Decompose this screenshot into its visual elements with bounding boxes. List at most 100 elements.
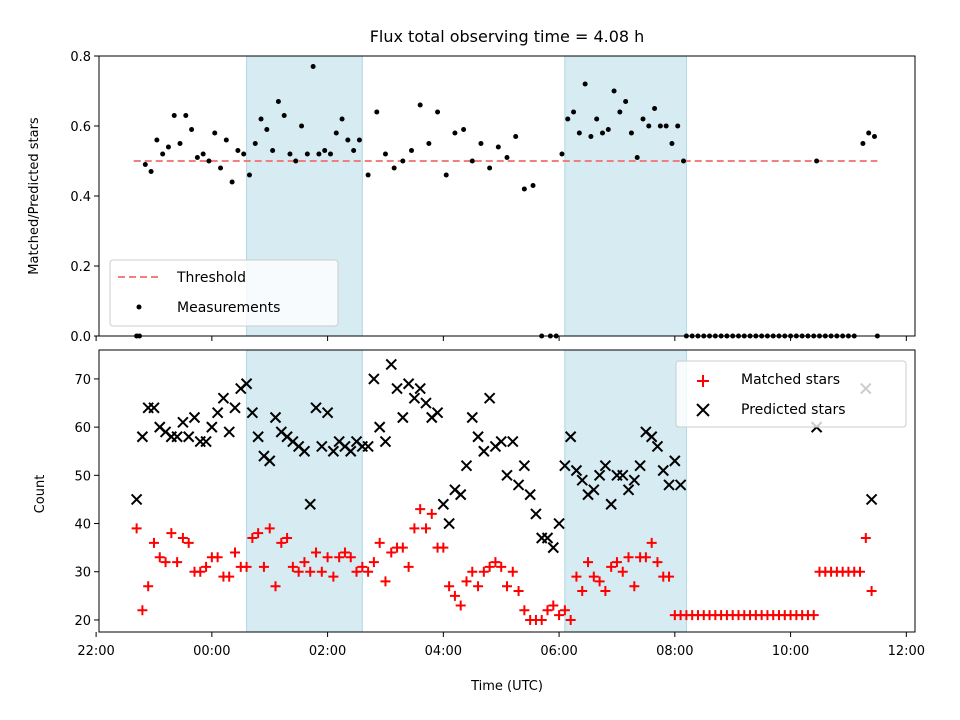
matched-star-point bbox=[293, 566, 304, 577]
matched-star-point bbox=[374, 537, 385, 548]
matched-star-point bbox=[617, 566, 628, 577]
predicted-star-point bbox=[408, 392, 421, 404]
measurement-point bbox=[435, 109, 441, 115]
measurement-point bbox=[582, 81, 588, 87]
measurement-point bbox=[345, 137, 351, 143]
predicted-star-point bbox=[368, 373, 380, 385]
predicted-star-point bbox=[472, 431, 484, 443]
predicted-star-point bbox=[385, 358, 397, 371]
measurement-point bbox=[391, 165, 397, 171]
matched-star-point bbox=[559, 605, 570, 616]
predicted-star-point bbox=[437, 498, 450, 510]
measurement-point bbox=[605, 127, 611, 132]
matched-star-point bbox=[484, 561, 495, 572]
y-tick-label: 0.2 bbox=[70, 260, 91, 275]
matched-star-point bbox=[177, 533, 188, 543]
measurement-point bbox=[871, 134, 877, 139]
predicted-star-point bbox=[541, 532, 554, 544]
predicted-star-point bbox=[576, 474, 588, 486]
matched-star-point bbox=[548, 600, 559, 611]
measurement-point bbox=[599, 130, 605, 136]
measurement-point bbox=[628, 130, 634, 136]
predicted-star-point bbox=[622, 484, 635, 496]
matched-star-point bbox=[438, 542, 449, 553]
measurement-point bbox=[461, 127, 467, 132]
measurement-point bbox=[663, 123, 669, 129]
matched-star-point bbox=[380, 576, 391, 587]
measurement-point bbox=[160, 151, 166, 157]
predicted-star-point bbox=[645, 431, 658, 443]
matched-star-point bbox=[137, 605, 148, 616]
measurement-point bbox=[623, 99, 629, 104]
predicted-star-point bbox=[674, 479, 687, 491]
observing-interval-1 bbox=[564, 55, 687, 337]
x-tick-label: 10:00 bbox=[772, 644, 809, 659]
matched-star-point bbox=[623, 552, 634, 563]
predicted-star-point bbox=[269, 411, 282, 424]
predicted-star-point bbox=[865, 493, 878, 506]
measurement-point bbox=[310, 64, 316, 69]
measurement-point bbox=[148, 169, 154, 174]
measurement-point bbox=[206, 158, 212, 164]
measurement-point bbox=[487, 165, 493, 171]
matched-star-point bbox=[334, 552, 345, 563]
measurement-point bbox=[860, 141, 866, 146]
top-y-ticks: 0.0 0.2 0.4 0.6 0.8 bbox=[70, 50, 99, 345]
matched-star-point bbox=[172, 557, 183, 568]
measurement-point bbox=[154, 137, 160, 143]
matched-star-point bbox=[502, 581, 512, 592]
observing-intervals-bottom bbox=[246, 349, 687, 633]
predicted-star-point bbox=[188, 411, 201, 424]
measurement-point bbox=[293, 158, 299, 164]
matched-star-point bbox=[600, 586, 611, 597]
measurement-point bbox=[322, 148, 328, 153]
predicted-star-point bbox=[304, 498, 316, 510]
matched-star-point bbox=[640, 552, 651, 563]
measurement-point bbox=[504, 155, 510, 160]
matched-star-point bbox=[339, 547, 350, 558]
matched-star-point bbox=[276, 537, 287, 548]
measurement-point bbox=[495, 144, 501, 150]
matched-star-point bbox=[513, 586, 524, 597]
predicted-star-point bbox=[628, 474, 641, 486]
bottom-y-axis-label: Count bbox=[33, 475, 48, 514]
predicted-star-point bbox=[130, 493, 143, 506]
predicted-star-point bbox=[200, 435, 212, 448]
y-tick-label: 30 bbox=[74, 566, 91, 581]
matched-star-point bbox=[664, 571, 675, 582]
measurement-point bbox=[588, 134, 594, 139]
measurement-point bbox=[814, 158, 820, 164]
matched-star-point bbox=[143, 581, 154, 592]
matched-star-point bbox=[606, 561, 617, 572]
matched-star-point bbox=[588, 571, 599, 582]
predicted-star-point bbox=[177, 416, 189, 429]
predicted-star-point bbox=[397, 411, 409, 424]
predicted-star-point bbox=[495, 435, 507, 448]
predicted-star-point bbox=[298, 445, 311, 457]
measurement-point bbox=[183, 113, 189, 118]
legend-threshold-label: Threshold bbox=[176, 270, 246, 286]
measurement-point bbox=[304, 151, 310, 157]
measurement-point bbox=[426, 141, 432, 146]
matched-star-point bbox=[345, 552, 356, 563]
matched-star-point bbox=[195, 566, 206, 577]
predicted-star-point bbox=[373, 421, 386, 433]
top-y-axis-label: Matched/Predicted stars bbox=[27, 117, 42, 275]
matched-star-point bbox=[420, 523, 431, 534]
y-tick-label: 70 bbox=[74, 373, 91, 388]
measurement-point bbox=[617, 109, 623, 115]
legend-predicted-swatch bbox=[696, 403, 710, 417]
measurement-point bbox=[177, 141, 183, 146]
measurement-point bbox=[165, 144, 171, 150]
measurement-point bbox=[681, 158, 687, 164]
matched-star-point bbox=[224, 571, 235, 582]
predicted-star-point bbox=[501, 469, 513, 482]
predicted-star-point bbox=[518, 459, 531, 472]
predicted-star-point bbox=[182, 431, 195, 443]
measurement-point bbox=[281, 113, 287, 118]
predicted-star-point bbox=[559, 459, 571, 472]
predicted-star-point bbox=[663, 479, 675, 491]
legend-measurements-swatch bbox=[136, 304, 142, 310]
matched-star-point bbox=[855, 566, 866, 577]
y-tick-label: 60 bbox=[74, 421, 91, 436]
